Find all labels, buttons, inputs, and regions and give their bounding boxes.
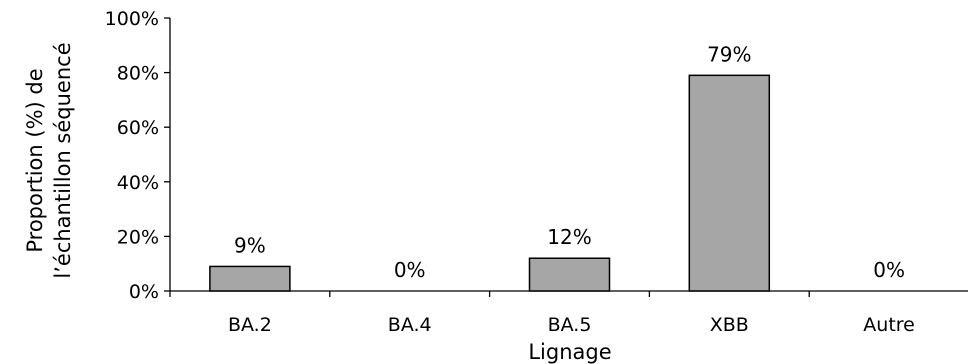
- bar: [209, 265, 291, 292]
- category-label: Autre: [863, 314, 915, 336]
- category-label: XBB: [710, 314, 749, 336]
- y-axis-title-line: l’échantillon séquencé: [51, 42, 75, 278]
- category-label: BA.5: [548, 314, 592, 336]
- data-labels: 9% 0% 12% 79% 0%: [234, 42, 905, 282]
- x-axis: [169, 290, 968, 297]
- data-label: 9%: [234, 233, 266, 257]
- y-tick-label: 20%: [117, 226, 159, 248]
- y-axis-title: Proportion (%) de l’échantillon séquencé: [23, 42, 75, 278]
- y-axis: 0% 20% 40% 60% 80% 100%: [105, 8, 171, 303]
- y-tick-label: 40%: [117, 172, 159, 194]
- category-labels: BA.2 BA.4 BA.5 XBB Autre: [228, 314, 915, 336]
- y-axis-title-line: Proportion (%) de: [23, 68, 47, 252]
- y-tick-label: 80%: [117, 63, 159, 85]
- bars: [209, 74, 771, 292]
- data-label: 0%: [394, 258, 426, 282]
- data-label: 79%: [707, 42, 751, 66]
- bar: [528, 257, 611, 292]
- category-label: BA.4: [388, 314, 432, 336]
- category-label: BA.2: [228, 314, 272, 336]
- x-axis-title: Lignage: [528, 340, 611, 364]
- data-label: 0%: [873, 258, 905, 282]
- data-label: 12%: [547, 225, 591, 249]
- y-tick-label: 100%: [105, 8, 159, 30]
- bar: [688, 74, 771, 292]
- y-tick-label: 60%: [117, 117, 159, 139]
- y-tick-label: 0%: [129, 281, 159, 303]
